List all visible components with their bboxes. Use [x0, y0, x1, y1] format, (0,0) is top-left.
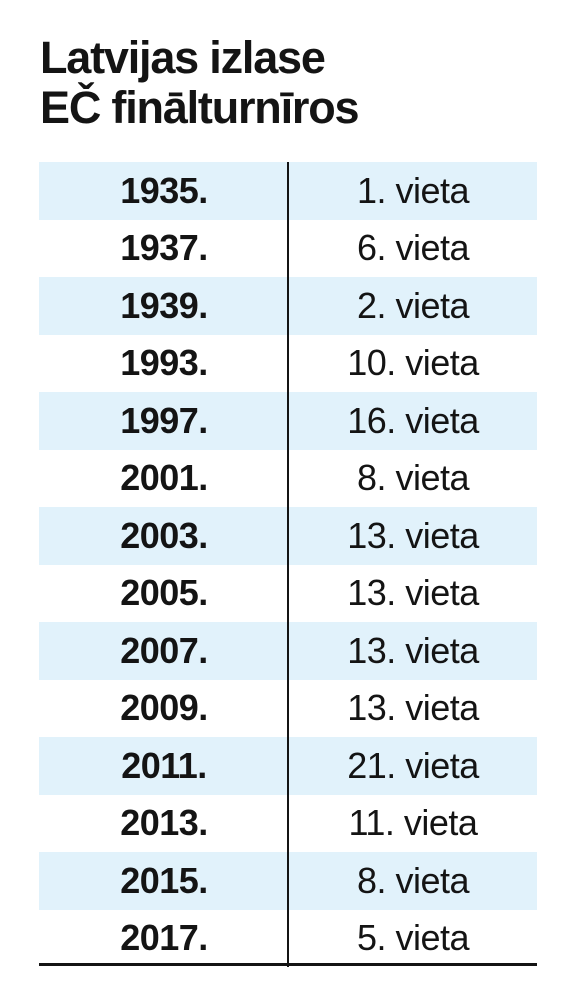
year-cell: 1939.: [120, 284, 208, 326]
year-cell: 2007.: [120, 629, 208, 671]
table-row: 2017. 5. vieta: [39, 910, 537, 968]
table-row: 1937. 6. vieta: [39, 220, 537, 278]
place-cell: 13. vieta: [347, 629, 479, 671]
place-cell: 8. vieta: [356, 859, 470, 901]
year-cell: 1935.: [120, 169, 208, 211]
year-cell: 2011.: [121, 744, 207, 786]
table-row: 2009. 13. vieta: [39, 680, 537, 738]
year-cell: 2017.: [120, 917, 208, 959]
table-row: 2001. 8. vieta: [39, 450, 537, 508]
place-cell: 13. vieta: [347, 514, 479, 556]
year-cell: 2003.: [120, 514, 208, 556]
place-cell: 13. vieta: [347, 572, 479, 614]
chart-title: Latvijas izlase EČ finālturnīros: [40, 32, 360, 133]
title-line-1: Latvijas izlase: [40, 32, 326, 83]
column-divider: [287, 162, 289, 967]
place-cell: 1. vieta: [356, 169, 470, 211]
place-cell: 6. vieta: [356, 227, 470, 269]
place-cell: 13. vieta: [347, 687, 479, 729]
table-bottom-rule: [39, 963, 537, 966]
place-cell: 11. vieta: [348, 802, 478, 844]
year-cell: 2015.: [120, 859, 208, 901]
place-cell: 10. vieta: [347, 342, 479, 384]
table-row: 2013. 11. vieta: [39, 795, 537, 853]
year-cell: 1937.: [120, 227, 208, 269]
place-cell: 5. vieta: [356, 917, 470, 959]
year-cell: 2001.: [120, 457, 208, 499]
title-line-2: EČ finālturnīros: [40, 82, 360, 133]
place-cell: 16. vieta: [347, 399, 479, 441]
year-cell: 2005.: [120, 572, 208, 614]
year-cell: 2009.: [120, 687, 208, 729]
place-cell: 2. vieta: [356, 284, 470, 326]
table-row: 1993. 10. vieta: [39, 335, 537, 393]
year-cell: 2013.: [120, 802, 208, 844]
year-cell: 1997.: [120, 399, 208, 441]
table-row: 2005. 13. vieta: [39, 565, 537, 623]
place-cell: 8. vieta: [356, 457, 470, 499]
place-cell: 21. vieta: [347, 744, 479, 786]
year-cell: 1993.: [120, 342, 208, 384]
